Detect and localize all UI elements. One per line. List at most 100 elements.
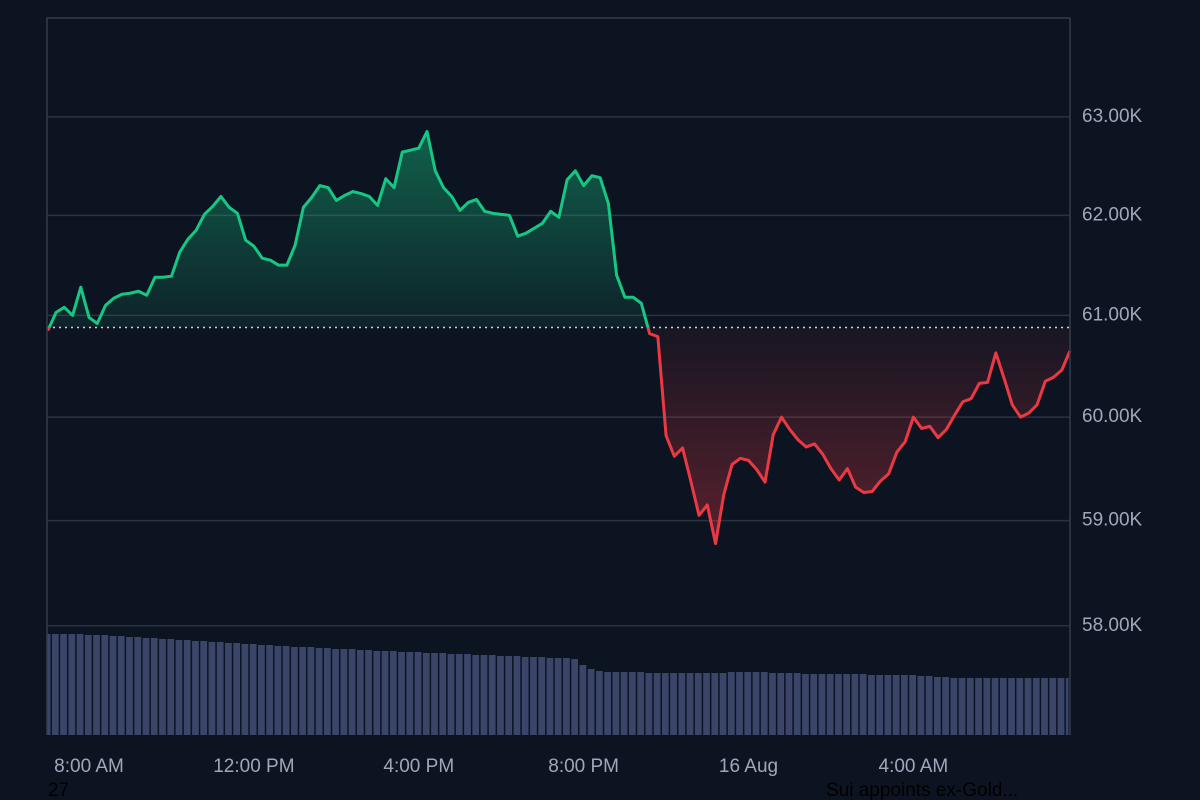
- volume-bar: [793, 673, 801, 735]
- volume-bar: [859, 674, 867, 735]
- x-tick-label: 8:00 PM: [548, 756, 619, 777]
- volume-bar: [835, 674, 842, 735]
- volume-bar: [348, 649, 356, 735]
- volume-bar: [101, 635, 109, 735]
- y-tick-label: 59.00K: [1082, 510, 1143, 531]
- volume-bar: [892, 675, 900, 735]
- volume-bar: [455, 654, 463, 735]
- volume-bar: [711, 673, 719, 735]
- volume-bar: [216, 642, 224, 735]
- volume-bar: [596, 671, 603, 735]
- volume-bar: [472, 655, 480, 735]
- volume-bar: [332, 649, 339, 735]
- volume-bar: [661, 673, 669, 735]
- x-tick-label: 8:00 AM: [54, 756, 124, 777]
- price-area: [47, 131, 1070, 544]
- volume-bar: [241, 644, 249, 735]
- volume-bar: [983, 678, 991, 735]
- volume-bar: [192, 641, 199, 735]
- volume-bar: [183, 640, 191, 735]
- volume-bar: [999, 678, 1007, 735]
- volume-bar: [826, 674, 834, 735]
- volume-bar: [612, 672, 620, 735]
- volume-bar: [587, 669, 595, 735]
- volume-bar: [554, 658, 562, 735]
- volume-bar: [258, 645, 265, 735]
- volume-bar: [1016, 678, 1024, 735]
- volume-bar: [521, 657, 529, 735]
- volume-bar: [604, 672, 611, 735]
- volume-bar: [513, 656, 521, 735]
- volume-bar: [628, 672, 636, 735]
- volume-bar: [1049, 678, 1057, 735]
- volume-bar: [406, 652, 414, 735]
- x-tick-label: 16 Aug: [719, 756, 778, 777]
- x-tick-label: 4:00 AM: [879, 756, 949, 777]
- volume-bar: [760, 672, 768, 735]
- volume-bar: [431, 653, 438, 735]
- volume-bar: [1008, 678, 1015, 735]
- volume-bar: [933, 677, 941, 735]
- volume-bar: [60, 634, 67, 735]
- volume-bar: [843, 674, 851, 735]
- volume-bar: [274, 646, 282, 735]
- volume-bar: [975, 678, 982, 735]
- volume-bar: [398, 652, 405, 735]
- volume-bar: [200, 641, 208, 735]
- volume-bar: [719, 673, 727, 735]
- volume-bar: [51, 634, 59, 735]
- volume-bar: [126, 637, 133, 735]
- volume-bar: [233, 643, 241, 735]
- volume-bar: [282, 646, 290, 735]
- volume-bar: [93, 635, 100, 735]
- plot-frame: [46, 17, 1071, 735]
- volume-bar: [480, 655, 488, 735]
- volume-bar: [1041, 678, 1048, 735]
- volume-bar: [414, 652, 422, 735]
- volume-bar: [966, 678, 974, 735]
- volume-bar: [76, 634, 84, 735]
- volume-bar: [802, 674, 809, 735]
- volume-bar: [134, 637, 142, 735]
- volume-bar: [225, 643, 232, 735]
- volume-bar: [752, 672, 760, 735]
- footer-left: 27: [48, 780, 69, 800]
- volume-bar: [208, 642, 216, 735]
- volume-bar: [736, 672, 743, 735]
- volume-bar: [439, 653, 447, 735]
- volume-bar: [1057, 678, 1065, 735]
- volume-bar: [727, 672, 735, 735]
- volume-bar: [447, 654, 455, 735]
- y-tick-label: 63.00K: [1082, 106, 1143, 127]
- volume-bar: [117, 636, 125, 735]
- y-tick-label: 58.00K: [1082, 615, 1143, 636]
- volume-bar: [488, 655, 496, 735]
- volume-bar: [175, 640, 183, 735]
- volume-bar: [571, 659, 579, 735]
- x-tick-label: 4:00 PM: [383, 756, 454, 777]
- volume-bar: [464, 654, 471, 735]
- volume-bar: [1024, 678, 1032, 735]
- volume-bar: [84, 635, 92, 735]
- volume-bar: [901, 675, 908, 735]
- volume-bar: [818, 674, 826, 735]
- volume-bar: [266, 645, 274, 735]
- volume-bar: [505, 656, 513, 735]
- volume-bar: [851, 674, 859, 735]
- volume-bar: [785, 673, 793, 735]
- volume-bar: [530, 657, 537, 735]
- volume-bar: [917, 676, 925, 735]
- volume-bar: [1032, 678, 1040, 735]
- volume-bar: [579, 665, 587, 735]
- volume-bar: [670, 673, 677, 735]
- volume-bar: [249, 644, 257, 735]
- volume-bars: [47, 634, 1069, 735]
- price-line: [46, 130, 1072, 546]
- volume-bar: [769, 673, 776, 735]
- volume-bar: [686, 673, 694, 735]
- volume-bar: [422, 653, 430, 735]
- volume-bar: [323, 648, 331, 735]
- volume-bar: [678, 673, 686, 735]
